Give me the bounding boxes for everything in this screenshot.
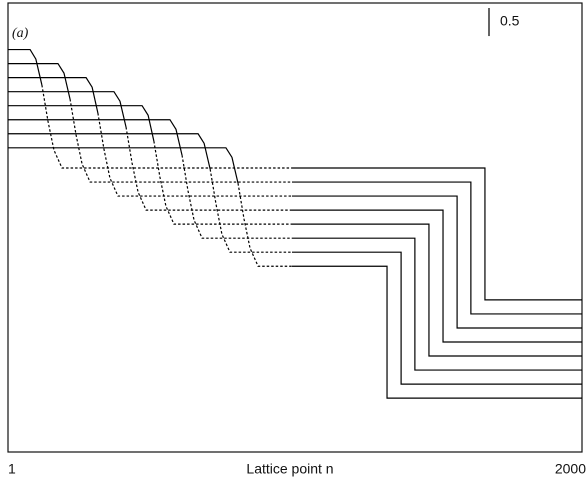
profile-line [69, 98, 292, 183]
profile-line [8, 48, 43, 86]
profile-line [181, 154, 292, 239]
x-axis-label: Lattice point n [246, 461, 333, 477]
profile-line [291, 223, 582, 357]
profile-line [291, 265, 582, 399]
scale-bar-label: 0.5 [500, 13, 520, 29]
profile-line [41, 84, 292, 169]
profile-line [291, 237, 582, 371]
profile-line [237, 183, 292, 267]
profile-line [8, 91, 127, 128]
profile-line [125, 126, 292, 211]
profile-line [291, 167, 582, 301]
profile-line [291, 209, 582, 343]
profile-line [97, 112, 292, 197]
plot-frame [7, 2, 583, 453]
profile-line [209, 169, 292, 253]
profile-line [8, 147, 239, 184]
profile-line [291, 195, 582, 329]
profile-line [291, 181, 582, 315]
profile-line [291, 251, 582, 385]
profile-line [8, 105, 155, 142]
x-tick-label: 2000 [555, 461, 586, 477]
x-tick-label: 1 [8, 461, 16, 477]
profile-line [153, 140, 292, 225]
profile-line [8, 63, 71, 100]
profile-line [8, 119, 183, 156]
panel-label: (a) [12, 26, 29, 41]
profile-line [8, 77, 99, 114]
profile-line [8, 133, 211, 170]
